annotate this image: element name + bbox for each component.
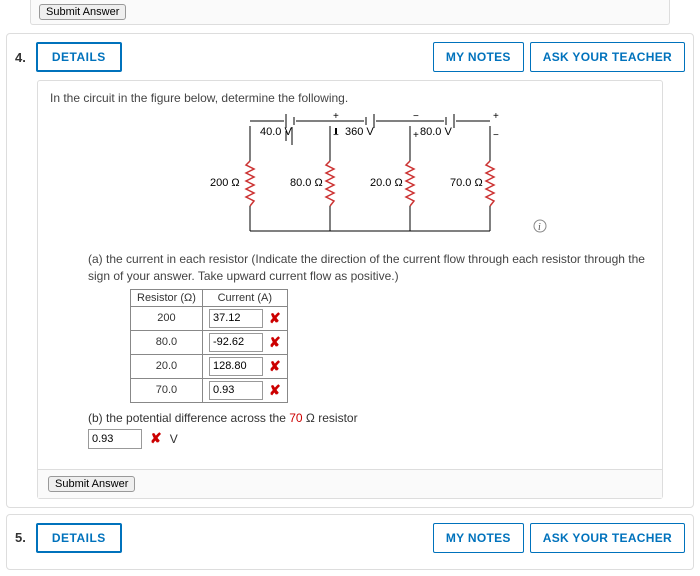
r-cell: 200 [131, 306, 203, 330]
r-cell: 70.0 [131, 378, 203, 402]
details-button-5[interactable]: DETAILS [36, 523, 122, 553]
details-button-4[interactable]: DETAILS [36, 42, 122, 72]
col-current: Current (A) [202, 289, 287, 306]
r-cell: 80.0 [131, 330, 203, 354]
ask-teacher-button-4[interactable]: ASK YOUR TEACHER [530, 42, 685, 72]
question-4-header: 4. DETAILS MY NOTES ASK YOUR TEACHER [7, 34, 693, 80]
current-input-200[interactable] [209, 309, 263, 328]
submit-button-prev[interactable]: Submit Answer [39, 4, 126, 20]
question-4: 4. DETAILS MY NOTES ASK YOUR TEACHER In … [6, 33, 694, 508]
svg-text:−: − [493, 130, 499, 141]
svg-text:−: − [333, 130, 339, 141]
table-row: 20.0 ✘ [131, 354, 288, 378]
batt1-label: 40.0 V [260, 126, 292, 138]
svg-text:−: − [413, 111, 419, 122]
current-input-70[interactable] [209, 381, 263, 400]
circuit-figure: + − − + + − 40.0 V 360 V 80.0 V 200 Ω 80.0 … [150, 111, 550, 241]
question-4-body: In the circuit in the figure below, dete… [37, 80, 663, 499]
r4-label: 70.0 Ω [450, 177, 483, 189]
part-b-input[interactable] [88, 429, 142, 449]
svg-text:i: i [538, 222, 541, 233]
question-5-header: 5. DETAILS MY NOTES ASK YOUR TEACHER [7, 515, 693, 561]
batt2-label: 360 V [345, 126, 374, 138]
wrong-icon: ✘ [265, 358, 281, 375]
current-input-80[interactable] [209, 333, 263, 352]
wrong-icon: ✘ [265, 334, 281, 351]
col-resistor: Resistor (Ω) [131, 289, 203, 306]
svg-text:+: + [333, 111, 339, 122]
table-row: 70.0 ✘ [131, 378, 288, 402]
table-row: 200 ✘ [131, 306, 288, 330]
part-a-text: (a) the current in each resistor (Indica… [88, 251, 648, 285]
answers-table: Resistor (Ω) Current (A) 200 ✘ 80.0 ✘ 20… [130, 289, 288, 403]
r1-label: 200 Ω [210, 177, 240, 189]
wrong-icon: ✘ [146, 430, 162, 447]
my-notes-button-4[interactable]: MY NOTES [433, 42, 524, 72]
r3-label: 20.0 Ω [370, 177, 403, 189]
part-b-unit: V [170, 432, 178, 446]
question-number-4: 4. [15, 50, 26, 65]
prev-submit-bar: Submit Answer [30, 0, 670, 25]
table-row: 80.0 ✘ [131, 330, 288, 354]
submit-bar-4: Submit Answer [38, 469, 662, 498]
svg-text:+: + [413, 130, 419, 141]
part-b-value-red: 70 [289, 411, 302, 425]
ask-teacher-button-5[interactable]: ASK YOUR TEACHER [530, 523, 685, 553]
wrong-icon: ✘ [265, 310, 281, 327]
wrong-icon: ✘ [265, 382, 281, 399]
svg-text:+: + [493, 111, 499, 122]
question-5: 5. DETAILS MY NOTES ASK YOUR TEACHER [6, 514, 694, 570]
submit-button-4[interactable]: Submit Answer [48, 476, 135, 492]
part-b-text: (b) the potential difference across the … [88, 411, 650, 425]
question-number-5: 5. [15, 530, 26, 545]
r-cell: 20.0 [131, 354, 203, 378]
batt3-label: 80.0 V [420, 126, 452, 138]
r2-label: 80.0 Ω [290, 177, 323, 189]
my-notes-button-5[interactable]: MY NOTES [433, 523, 524, 553]
question-4-prompt: In the circuit in the figure below, dete… [50, 91, 650, 105]
current-input-20[interactable] [209, 357, 263, 376]
